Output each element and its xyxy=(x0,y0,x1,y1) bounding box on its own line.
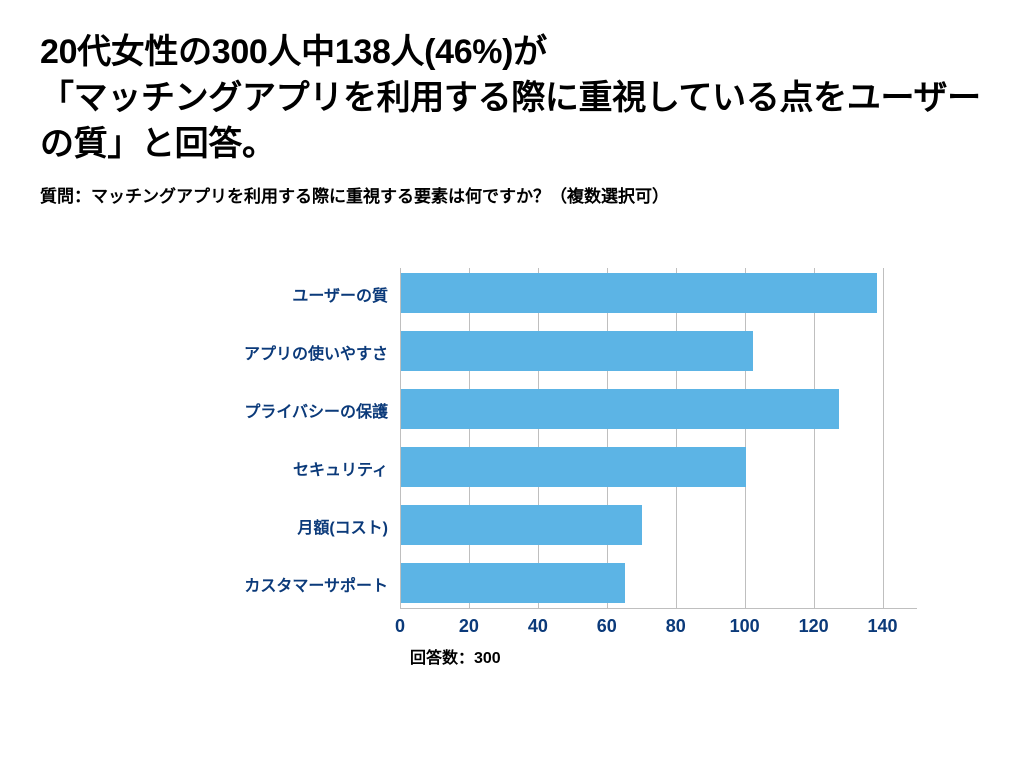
category-label: アプリの使いやすさ xyxy=(244,340,388,364)
x-axis xyxy=(400,608,917,609)
bar-chart: ユーザーの質アプリの使いやすさプライバシーの保護セキュリティ月額(コスト)カスタ… xyxy=(400,268,917,651)
x-tick-label: 40 xyxy=(528,616,548,637)
y-axis xyxy=(400,268,401,608)
bar xyxy=(401,505,642,545)
x-tick-label: 120 xyxy=(799,616,829,637)
bar xyxy=(401,563,625,603)
category-label: カスタマーサポート xyxy=(244,572,388,596)
gridline xyxy=(883,268,884,608)
x-tick-label: 0 xyxy=(395,616,405,637)
sub-question: 質問：マッチングアプリを利用する際に重視する要素は何ですか？（複数選択可） xyxy=(40,182,984,207)
bar xyxy=(401,447,746,487)
x-tick-label: 100 xyxy=(730,616,760,637)
gridline xyxy=(469,268,470,608)
category-label: ユーザーの質 xyxy=(292,282,388,306)
headline: 20代女性の300人中138人(46%)が「マッチングアプリを利用する際に重視し… xyxy=(40,30,984,168)
gridline xyxy=(745,268,746,608)
bar xyxy=(401,331,753,371)
x-tick-label: 60 xyxy=(597,616,617,637)
gridline xyxy=(676,268,677,608)
category-label: セキュリティ xyxy=(293,456,388,480)
x-tick-label: 80 xyxy=(666,616,686,637)
page: 20代女性の300人中138人(46%)が「マッチングアプリを利用する際に重視し… xyxy=(0,0,1024,768)
category-label: プライバシーの保護 xyxy=(244,398,388,422)
x-tick-label: 20 xyxy=(459,616,479,637)
gridline xyxy=(538,268,539,608)
category-label: 月額(コスト) xyxy=(297,514,388,538)
x-tick-label: 140 xyxy=(868,616,898,637)
bar xyxy=(401,273,877,313)
gridline xyxy=(607,268,608,608)
footnote: 回答数：300 xyxy=(410,644,501,668)
bar xyxy=(401,389,839,429)
gridline xyxy=(814,268,815,608)
